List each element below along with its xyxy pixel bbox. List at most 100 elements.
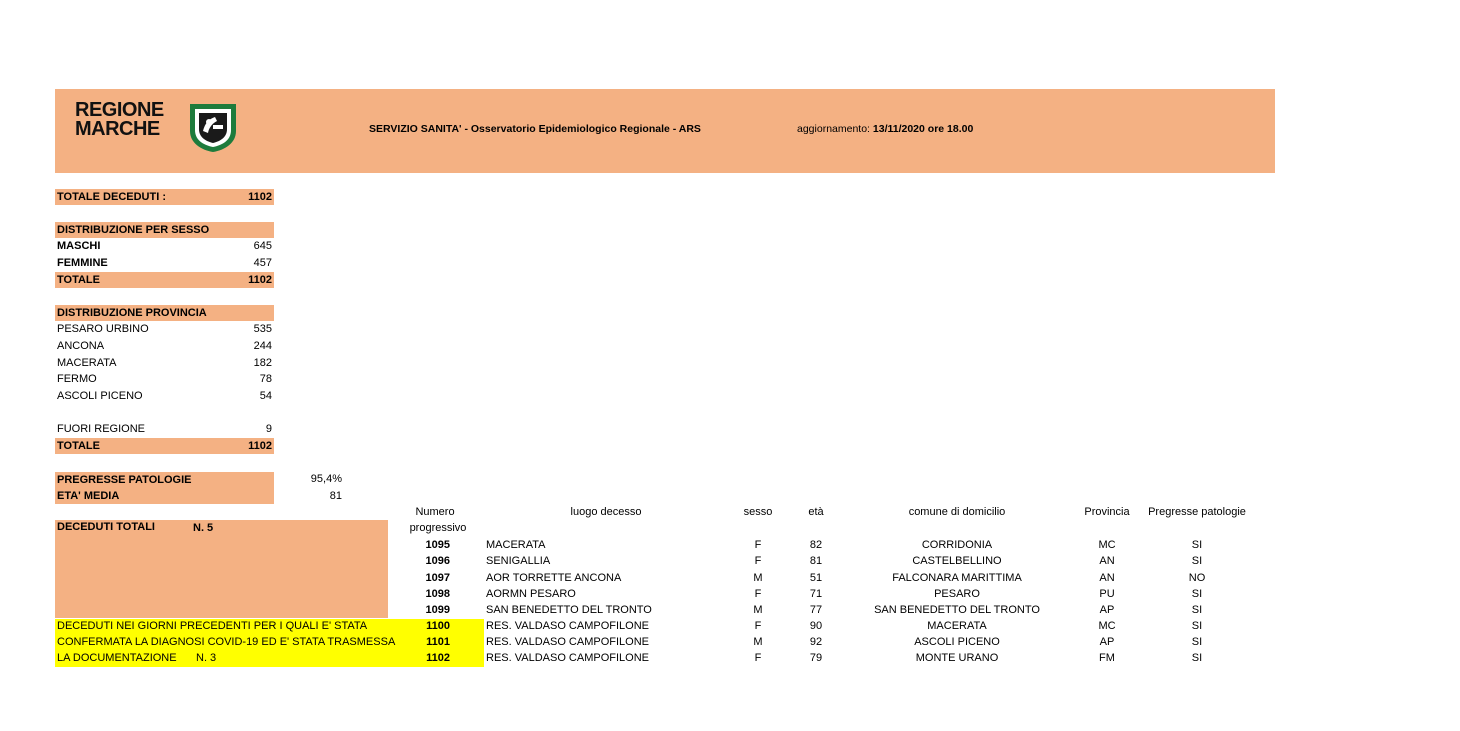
cell-luogo: SAN BENEDETTO DEL TRONTO: [486, 604, 652, 616]
header-numero: Numero: [415, 506, 455, 518]
header-luogo-decesso: luogo decesso: [570, 506, 642, 518]
cell-numero: 1096: [425, 555, 450, 567]
provincia-row-value: 78: [259, 373, 272, 385]
provincia-row-value: 244: [253, 340, 272, 352]
pregresse-label: PREGRESSE PATOLOGIE: [57, 474, 192, 486]
totale-deceduti-value: 1102: [248, 191, 272, 203]
cell-eta: 81: [809, 555, 823, 567]
fuori-regione-label: FUORI REGIONE: [57, 423, 146, 435]
cell-eta: 92: [809, 636, 823, 648]
eta-media-value: 81: [329, 490, 342, 502]
cell-luogo: MACERATA: [486, 539, 546, 551]
update-info: aggiornamento: 13/11/2020 ore 18.00: [797, 123, 973, 135]
cell-patologie: SI: [1191, 620, 1203, 632]
cell-luogo: RES. VALDASO CAMPOFILONE: [486, 652, 650, 664]
cell-numero: 1101: [426, 636, 450, 648]
service-title: SERVIZIO SANITA' - Osservatorio Epidemio…: [369, 123, 701, 135]
cell-sesso: M: [753, 572, 763, 584]
update-label: aggiornamento:: [797, 123, 873, 135]
deceduti-totali-count: N. 5: [193, 522, 214, 534]
cell-comune: FALCONARA MARITTIMA: [892, 572, 1022, 584]
provincia-row-value: 535: [253, 323, 272, 335]
provincia-title-band: [55, 305, 274, 321]
cell-sesso: F: [754, 588, 762, 600]
cell-numero: 1100: [426, 620, 450, 632]
cell-eta: 77: [809, 604, 823, 616]
cell-provincia: AP: [1099, 604, 1115, 616]
provincia-total-label: TOTALE: [57, 440, 100, 452]
eta-media-label: ETA' MEDIA: [57, 490, 120, 502]
cell-sesso: M: [753, 604, 763, 616]
update-value: 13/11/2020 ore 18.00: [872, 123, 974, 135]
cell-eta: 51: [809, 572, 823, 584]
maschi-value: 645: [253, 240, 272, 252]
cell-sesso: F: [754, 620, 762, 632]
cell-patologie: SI: [1191, 604, 1203, 616]
cell-provincia: AP: [1099, 636, 1115, 648]
cell-provincia: AN: [1099, 572, 1115, 584]
header-comune: comune di domicilio: [908, 506, 1006, 518]
cell-numero: 1099: [425, 604, 450, 616]
cell-sesso: F: [754, 555, 762, 567]
header-eta: età: [808, 506, 824, 518]
precedenti-line-1: DECEDUTI NEI GIORNI PRECEDENTI PER I QUA…: [57, 620, 368, 632]
logo-line-1: REGIONE: [75, 99, 164, 121]
table-row: 1098 AORMN PESARO F 71 PESARO PU SI: [0, 587, 1460, 603]
provincia-total-value: 1102: [248, 440, 272, 452]
cell-sesso: M: [753, 636, 763, 648]
table-row: 1102 RES. VALDASO CAMPOFILONE F 79 MONTE…: [0, 651, 1460, 667]
cell-comune: PESARO: [934, 588, 980, 600]
cell-patologie: SI: [1191, 555, 1203, 567]
table-row: 1095 MACERATA F 82 CORRIDONIA MC SI: [0, 538, 1460, 554]
regione-marche-logo-text: REGIONE MARCHE: [75, 99, 164, 139]
table-row: 1099 SAN BENEDETTO DEL TRONTO M 77 SAN B…: [0, 603, 1460, 619]
cell-patologie: SI: [1191, 636, 1203, 648]
cell-numero: 1098: [425, 588, 450, 600]
cell-patologie: SI: [1191, 539, 1203, 551]
cell-comune: MONTE URANO: [915, 652, 999, 664]
pregresse-value: 95,4%: [310, 473, 342, 485]
cell-comune: CORRIDONIA: [921, 539, 993, 551]
cell-eta: 90: [809, 620, 823, 632]
precedenti-band: [55, 619, 484, 667]
provincia-row-label: MACERATA: [57, 357, 117, 369]
cell-luogo: RES. VALDASO CAMPOFILONE: [486, 636, 650, 648]
table-row: 1101 RES. VALDASO CAMPOFILONE M 92 ASCOL…: [0, 635, 1460, 651]
cell-sesso: F: [754, 652, 762, 664]
regione-marche-shield-icon: [190, 104, 236, 152]
femmine-label: FEMMINE: [57, 257, 108, 269]
fuori-regione-value: 9: [265, 423, 272, 435]
precedenti-line-3: LA DOCUMENTAZIONE: [57, 652, 177, 664]
sesso-total-band: [55, 272, 274, 288]
sesso-total-value: 1102: [248, 274, 272, 286]
pregresse-band: [55, 472, 274, 504]
header-sesso: sesso: [743, 506, 773, 518]
header-band: [55, 89, 1275, 173]
sesso-total-label: TOTALE: [57, 274, 100, 286]
table-row: 1100 RES. VALDASO CAMPOFILONE F 90 MACER…: [0, 619, 1460, 635]
cell-provincia: PU: [1099, 588, 1115, 600]
deceduti-totali-band: [55, 520, 388, 618]
precedenti-count: N. 3: [196, 652, 217, 664]
provincia-row-value: 54: [259, 390, 272, 402]
header-pregresse-patologie: Pregresse patologie: [1148, 506, 1246, 518]
provincia-row-label: PESARO URBINO: [57, 323, 149, 335]
cell-luogo: AORMN PESARO: [486, 588, 576, 600]
header-progressivo: progressivo: [409, 522, 467, 534]
provincia-row-label: ANCONA: [57, 340, 105, 352]
cell-sesso: F: [754, 539, 762, 551]
cell-comune: ASCOLI PICENO: [914, 636, 1000, 648]
cell-provincia: MC: [1098, 620, 1116, 632]
deceduti-totali-label: DECEDUTI TOTALI: [57, 521, 155, 533]
provincia-row-value: 182: [253, 357, 272, 369]
precedenti-line-2: CONFERMATA LA DIAGNOSI COVID-19 ED E' ST…: [57, 636, 396, 648]
table-row: 1097 AOR TORRETTE ANCONA M 51 FALCONARA …: [0, 571, 1460, 587]
cell-eta: 79: [809, 652, 823, 664]
cell-eta: 82: [809, 539, 823, 551]
cell-provincia: FM: [1099, 652, 1115, 664]
cell-numero: 1095: [425, 539, 450, 551]
cell-provincia: AN: [1099, 555, 1115, 567]
provincia-row-label: ASCOLI PICENO: [57, 390, 143, 402]
cell-luogo: RES. VALDASO CAMPOFILONE: [486, 620, 650, 632]
header-provincia: Provincia: [1084, 506, 1130, 518]
